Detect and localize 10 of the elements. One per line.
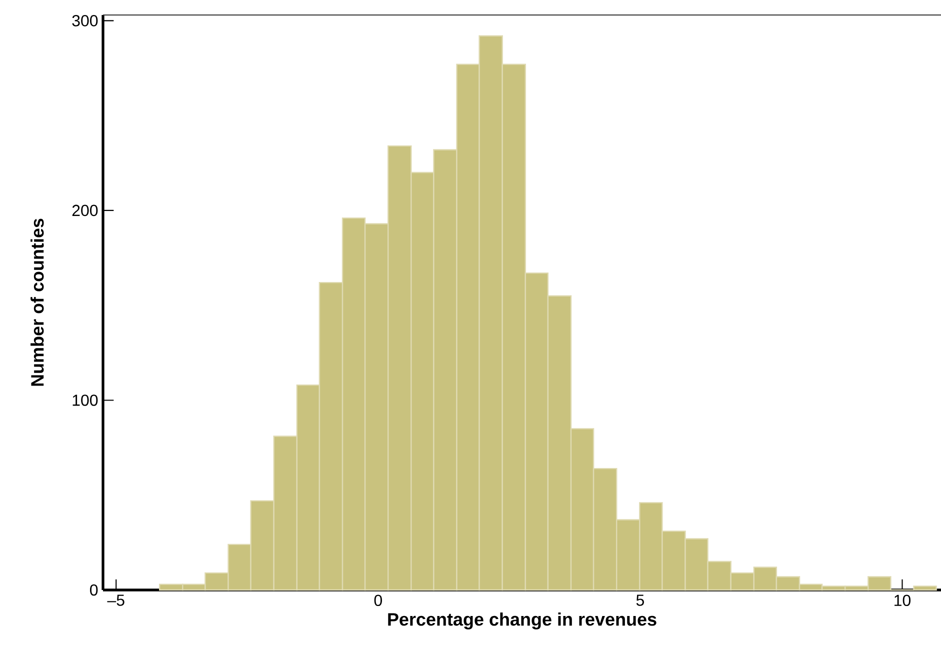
x-tick-label: 10 [894, 594, 911, 606]
y-tick-label: 100 [72, 394, 98, 406]
x-axis-title: Percentage change in revenues [388, 612, 656, 630]
x-tick-label: 5 [636, 594, 644, 606]
x-tick-label: 0 [374, 594, 382, 606]
y-tick-label: 300 [72, 15, 98, 26]
y-axis-title: Number of counties [30, 218, 44, 386]
y-tick-label: 200 [72, 204, 98, 216]
x-tick-label: –5 [107, 594, 124, 606]
y-tick-label: 0 [90, 584, 98, 596]
